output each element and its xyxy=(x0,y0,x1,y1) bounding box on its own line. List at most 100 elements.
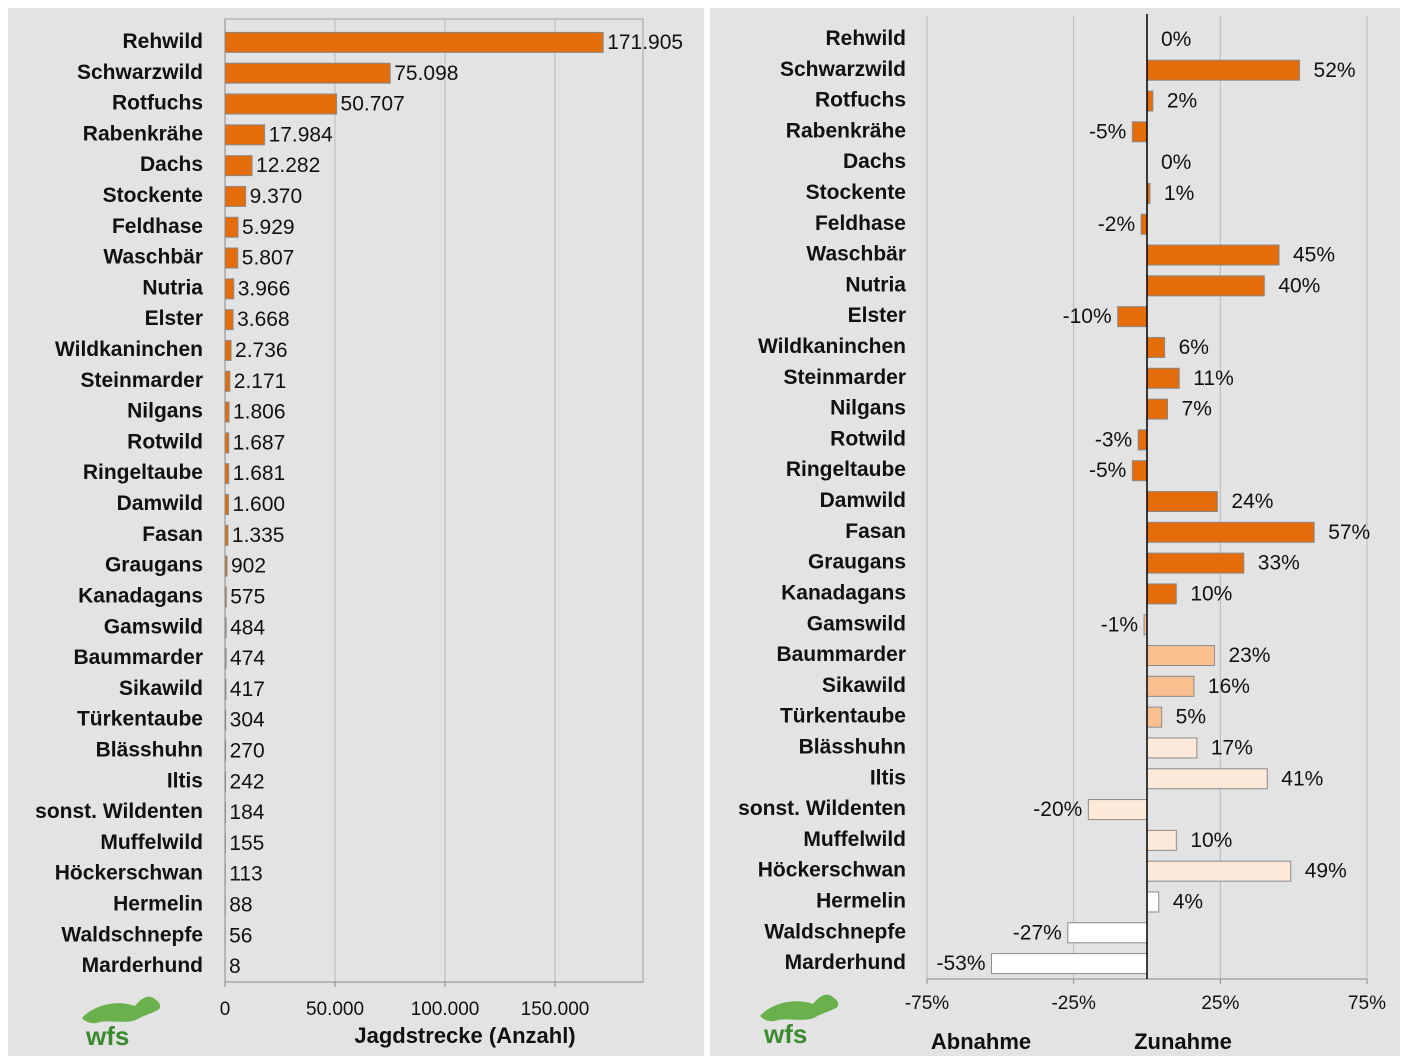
category-label: Fasan xyxy=(142,523,203,546)
value-label: -5% xyxy=(1089,120,1126,143)
value-label: -5% xyxy=(1089,459,1126,482)
category-label: Ringeltaube xyxy=(786,458,906,481)
category-label: Rotwild xyxy=(127,430,203,453)
value-label: 1% xyxy=(1164,182,1194,205)
value-label: 50.707 xyxy=(341,93,405,116)
category-label: Waschbär xyxy=(103,246,203,269)
value-label: 417 xyxy=(230,678,265,701)
x-tick-label: -25% xyxy=(1051,993,1095,1014)
value-label: -10% xyxy=(1063,305,1112,328)
value-label: 0% xyxy=(1161,151,1191,174)
value-label: 10% xyxy=(1190,582,1232,605)
category-label: Marderhund xyxy=(82,954,203,977)
category-label: Fasan xyxy=(845,520,906,543)
bar xyxy=(224,124,266,146)
value-label: 575 xyxy=(230,585,265,608)
category-label: Schwarzwild xyxy=(780,58,906,81)
value-label: 75.098 xyxy=(394,62,458,85)
bar xyxy=(1146,244,1280,266)
left-panel xyxy=(8,8,704,1056)
value-label: 1.806 xyxy=(233,401,286,424)
value-label: 2.736 xyxy=(235,339,288,362)
logo-right: wfs xyxy=(760,994,839,1049)
category-label: Elster xyxy=(145,307,203,330)
category-label: Sikawild xyxy=(119,677,203,700)
category-label: sonst. Wildenten xyxy=(35,800,203,823)
value-label: 1.335 xyxy=(232,524,285,547)
category-label: Muffelwild xyxy=(803,828,906,851)
value-label: 45% xyxy=(1293,244,1335,267)
value-label: 17.984 xyxy=(269,123,334,146)
category-label: Graugans xyxy=(808,551,906,574)
category-label: Rabenkrähe xyxy=(786,119,906,142)
bar xyxy=(1146,59,1301,81)
value-label: -20% xyxy=(1033,798,1082,821)
category-label: Steinmarder xyxy=(783,366,906,389)
bar xyxy=(224,278,235,300)
bar xyxy=(1146,706,1163,728)
bar xyxy=(1131,460,1148,482)
value-label: 474 xyxy=(230,647,265,670)
category-label: Feldhase xyxy=(112,215,203,238)
category-label: Höckerschwan xyxy=(55,862,203,885)
bar xyxy=(1146,860,1292,882)
value-label: 5.929 xyxy=(242,216,295,239)
value-label: -2% xyxy=(1098,213,1135,236)
bar xyxy=(1146,737,1198,759)
x-tick-label: 75% xyxy=(1348,993,1386,1014)
bar xyxy=(1146,768,1268,790)
bar xyxy=(1146,891,1160,913)
value-label: 7% xyxy=(1182,398,1212,421)
value-label: 41% xyxy=(1281,767,1323,790)
axis-annotation: Abnahme xyxy=(931,1029,1031,1054)
bar xyxy=(224,309,234,331)
value-label: 1.681 xyxy=(233,462,286,485)
bar xyxy=(991,953,1148,975)
category-label: Kanadagans xyxy=(781,581,906,604)
category-label: Waldschnepfe xyxy=(61,923,203,946)
logo-text: wfs xyxy=(85,1021,129,1051)
x-tick-label: 25% xyxy=(1201,993,1239,1014)
bar xyxy=(224,216,239,238)
bar xyxy=(224,370,231,392)
value-label: 484 xyxy=(230,616,265,639)
category-label: Blässhuhn xyxy=(799,735,906,758)
value-label: 49% xyxy=(1305,860,1347,883)
category-label: Wildkaninchen xyxy=(55,338,203,361)
bar xyxy=(224,463,230,485)
category-label: Schwarzwild xyxy=(77,61,203,84)
value-label: 52% xyxy=(1314,59,1356,82)
x-axis-title: Jagdstrecke (Anzahl) xyxy=(354,1023,575,1048)
x-tick-label: 100.000 xyxy=(411,999,480,1020)
value-label: -27% xyxy=(1013,921,1062,944)
category-label: Rotwild xyxy=(830,427,906,450)
value-label: 5.807 xyxy=(242,247,295,270)
category-label: Wildkaninchen xyxy=(758,335,906,358)
x-tick-label: 50.000 xyxy=(306,999,364,1020)
value-label: 12.282 xyxy=(256,154,320,177)
value-label: 3.668 xyxy=(237,308,290,331)
category-label: Feldhase xyxy=(815,212,906,235)
value-label: 88 xyxy=(229,894,252,917)
category-label: Sikawild xyxy=(822,674,906,697)
category-label: Nutria xyxy=(845,273,906,296)
value-label: 113 xyxy=(229,863,262,886)
bar xyxy=(224,494,230,515)
value-label: 9.370 xyxy=(250,185,303,208)
value-label: 56 xyxy=(229,924,252,947)
value-label: 270 xyxy=(230,739,265,762)
value-label: 10% xyxy=(1190,829,1232,852)
category-label: Iltis xyxy=(870,766,906,789)
category-label: Nilgans xyxy=(127,400,203,423)
bar xyxy=(1131,121,1148,143)
value-label: 1.600 xyxy=(233,493,286,516)
category-label: Baummarder xyxy=(73,646,203,669)
bar xyxy=(1146,645,1215,667)
bar xyxy=(1146,398,1169,420)
bar xyxy=(1067,922,1148,944)
bar xyxy=(1117,306,1148,328)
bar xyxy=(224,247,239,269)
bar xyxy=(224,339,232,361)
value-label: 171.905 xyxy=(607,31,683,54)
